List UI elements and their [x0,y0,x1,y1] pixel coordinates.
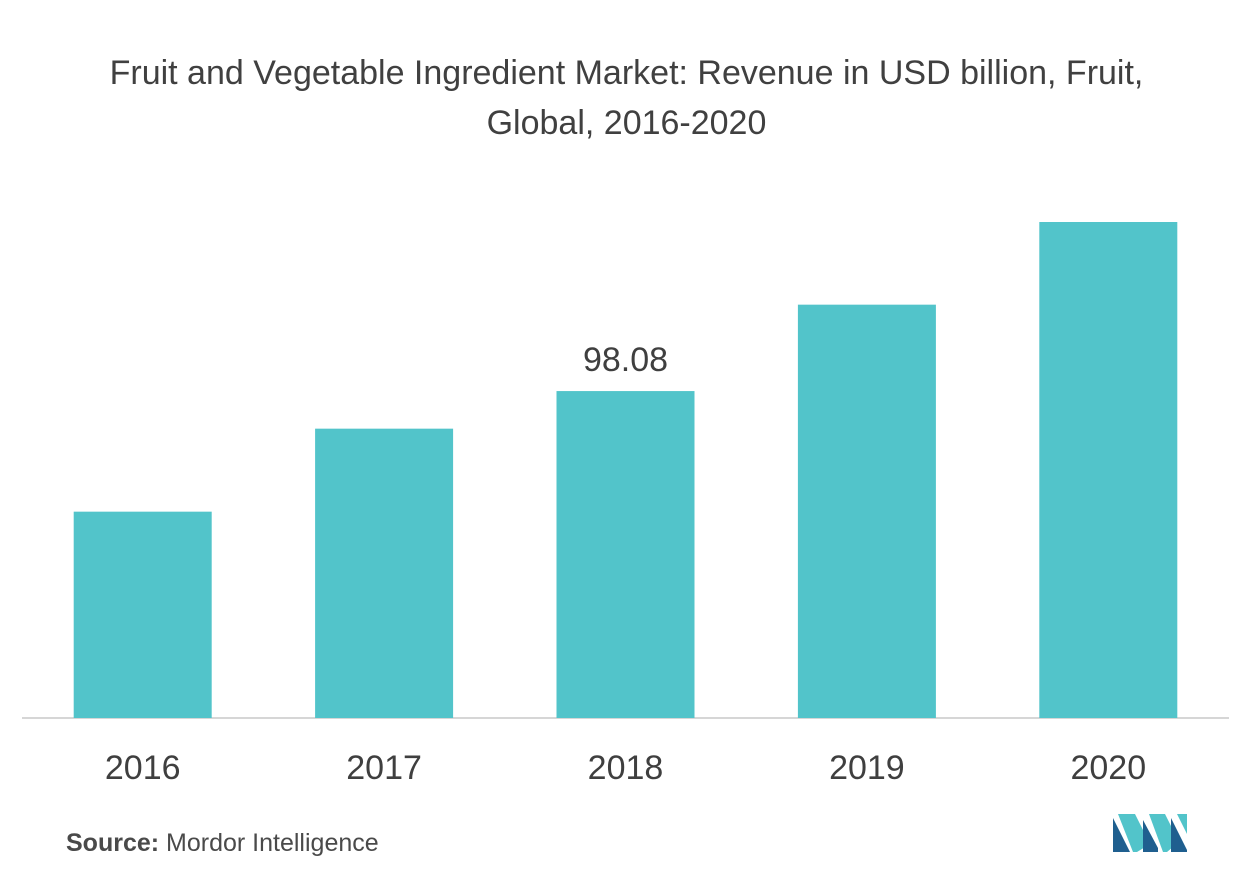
bar-2016 [73,511,212,718]
data-label-2018: 98.08 [583,341,668,379]
x-tick-label-2017: 2017 [346,749,422,787]
bars-group [73,222,1178,718]
x-tick-label-2019: 2019 [829,749,905,787]
source-label: Source: [66,829,160,857]
bar-2017 [315,428,454,718]
chart-title: Fruit and Vegetable Ingredient Market: R… [109,54,1144,142]
source-note: Source: Mordor Intelligence [66,829,379,858]
bar-2018 [556,391,695,718]
bar-2019 [797,304,936,718]
data-labels-group: 98.08 [583,341,668,379]
source-text: Mordor Intelligence [166,829,379,857]
x-tick-label-2016: 2016 [105,749,181,787]
tick-labels-group: 2016 2017 2018 2019 2020 [105,749,1146,787]
x-tick-label-2018: 2018 [588,749,664,787]
x-tick-label-2020: 2020 [1070,749,1146,787]
mordor-intelligence-logo-icon [1113,814,1187,852]
bar-2020 [1039,222,1178,718]
